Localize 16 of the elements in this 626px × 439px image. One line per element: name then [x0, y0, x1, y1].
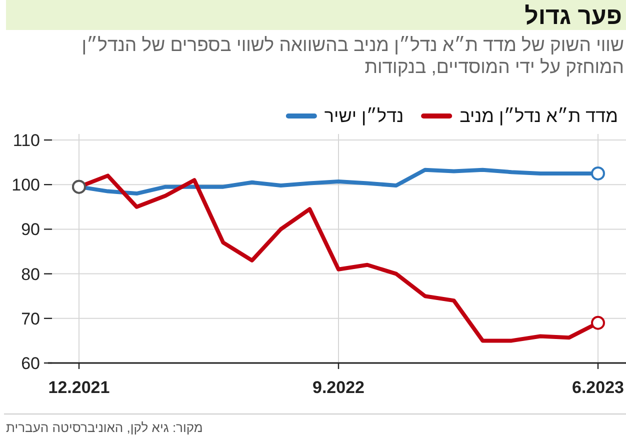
x-tick-label: 6.2023	[572, 378, 624, 397]
y-tick-label: 90	[21, 220, 40, 240]
y-tick-label: 70	[21, 309, 40, 328]
y-tick-label: 100	[12, 176, 40, 195]
point	[591, 316, 605, 330]
text: מקור: גיא לקן, האוניברסיטה העברית	[6, 420, 203, 435]
x-tick-label: 9.2022	[312, 378, 364, 397]
x-tick-label: 12.2021	[48, 378, 110, 397]
legend-label: מדד ת״א נדל״ן מניב	[460, 106, 618, 126]
y-tick-label: 110	[12, 131, 40, 150]
chart-title: פער גדול	[524, 3, 622, 30]
point	[591, 166, 605, 180]
y-tick-label: 80	[21, 264, 40, 284]
chart-subtitle: שווי השוק של מדד ת״א נדל״ן מניב בהשוואה לשווי בספרים של הנדל״ן המוחזק על ידי המוסדיים, בנקודות	[80, 34, 624, 78]
legend-label: נדל״ן ישיר	[324, 106, 404, 126]
y-tick-label: 60	[21, 354, 40, 373]
